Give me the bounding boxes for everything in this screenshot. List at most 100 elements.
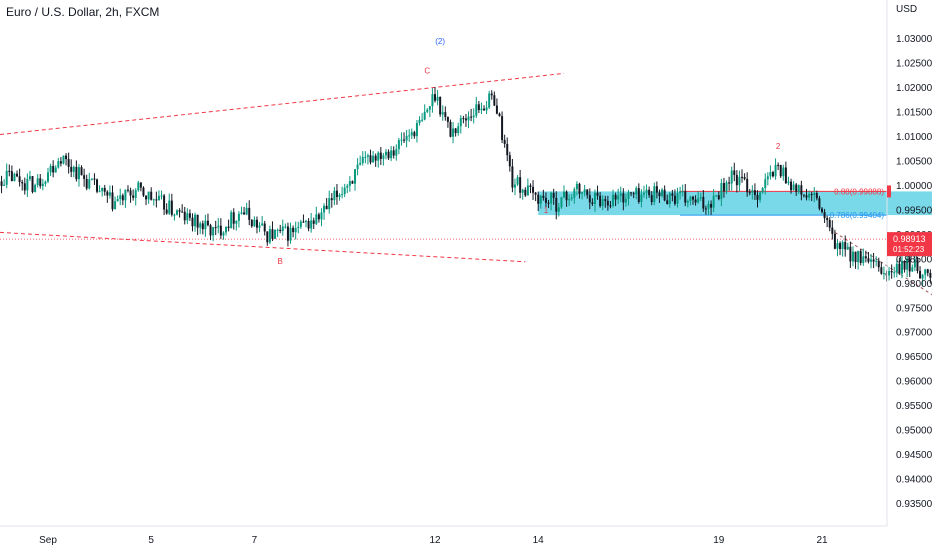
time-tick-label: 7 [252,535,258,546]
candle-body [93,178,96,180]
candle-body [563,191,565,198]
time-tick-label: 14 [533,535,545,546]
candle-body [854,251,857,263]
candle-body [346,185,349,188]
candle-body [459,118,462,127]
candle-body [735,174,738,186]
candle-body [784,167,787,184]
candle-body [258,225,261,228]
time-tick-label: 19 [713,535,725,546]
time-axis[interactable]: Sep57121419212628Oct5101217 [39,535,932,546]
candle-body [864,256,867,259]
trendlines-layer: 0.88(0.99888)0.786(0.99404)Watch For Bre… [0,72,932,296]
candle-body [797,185,800,192]
candle-body [147,191,150,200]
candle-body [209,225,212,236]
candle-body [8,170,11,172]
candle-body [526,185,529,196]
candle-body [34,184,37,192]
price-tick-label: 1.02000 [896,83,932,94]
candle-body [480,108,483,111]
candle-body [888,270,891,276]
candle-body [470,116,473,118]
candle-body [163,195,166,210]
candle-body [787,181,790,184]
candle-body [475,104,478,116]
candle-body [578,183,581,194]
candle-body [919,270,922,279]
candle-body [23,183,26,191]
candle-body [642,192,645,195]
candle-body [462,118,465,120]
candle-body [410,132,413,136]
candle-body [782,167,785,177]
candle-body [145,195,148,200]
candle-body [511,166,514,188]
candle-body [436,96,439,101]
candle-body [214,227,217,229]
candle-body [390,150,393,159]
price-tick-label: 0.99500 [896,205,932,216]
candle-body [98,191,101,193]
candle-body [777,164,780,166]
price-tick-label: 0.95500 [896,401,932,412]
candle-body [501,116,504,141]
candle-body [307,220,310,229]
candle-body [893,272,896,274]
candle-body [28,176,31,180]
candle-body [544,197,547,203]
price-tick-label: 0.96500 [896,352,932,363]
candle-body [800,185,803,195]
candle-body [103,187,106,192]
candle-body [240,212,243,214]
time-tick-label: 5 [148,535,154,546]
candle-body [704,208,707,210]
candle-body [395,149,398,156]
candle-body [906,258,909,270]
candle-body [279,229,282,232]
candle-body [839,243,842,250]
candle-body [341,194,344,196]
candle-body [859,251,862,263]
candle-body [568,198,571,201]
candle-body [217,225,220,228]
candle-body [612,194,615,206]
candle-body [759,192,762,200]
candle-body [542,195,545,198]
candle-body [142,187,145,196]
candle-body [640,194,643,202]
candle-body [83,175,86,179]
candle-body [771,172,774,177]
candle-body [52,165,55,173]
candle-body [134,190,137,198]
candle-body [150,191,153,200]
candle-body [552,192,555,198]
candle-body [152,199,155,201]
candle-body [508,155,511,167]
candle-body [624,198,627,203]
candle-body [253,219,256,227]
candle-body [0,181,3,186]
price-axis[interactable]: 1.03000 1.02500 1.02000 1.01500 1.01000 1.005… [896,34,932,510]
candle-body [573,189,576,198]
candle-body [129,190,132,196]
candle-body [681,191,684,193]
candle-body [583,189,586,193]
candle-body [426,109,429,112]
candle-body [379,152,382,159]
candle-body [565,191,568,201]
candle-body [570,197,573,199]
candle-body [232,212,235,224]
candle-body [286,226,289,241]
candle-body [890,270,893,273]
candle-body [80,167,83,176]
candle-body [13,173,16,181]
candle-body [292,227,295,233]
candle-body [870,259,873,262]
candle-body [810,194,813,196]
candle-body [157,195,160,201]
candle-body [124,189,127,201]
annotations-layer: (2)CB1234 [278,37,781,266]
candle-body [155,199,158,201]
